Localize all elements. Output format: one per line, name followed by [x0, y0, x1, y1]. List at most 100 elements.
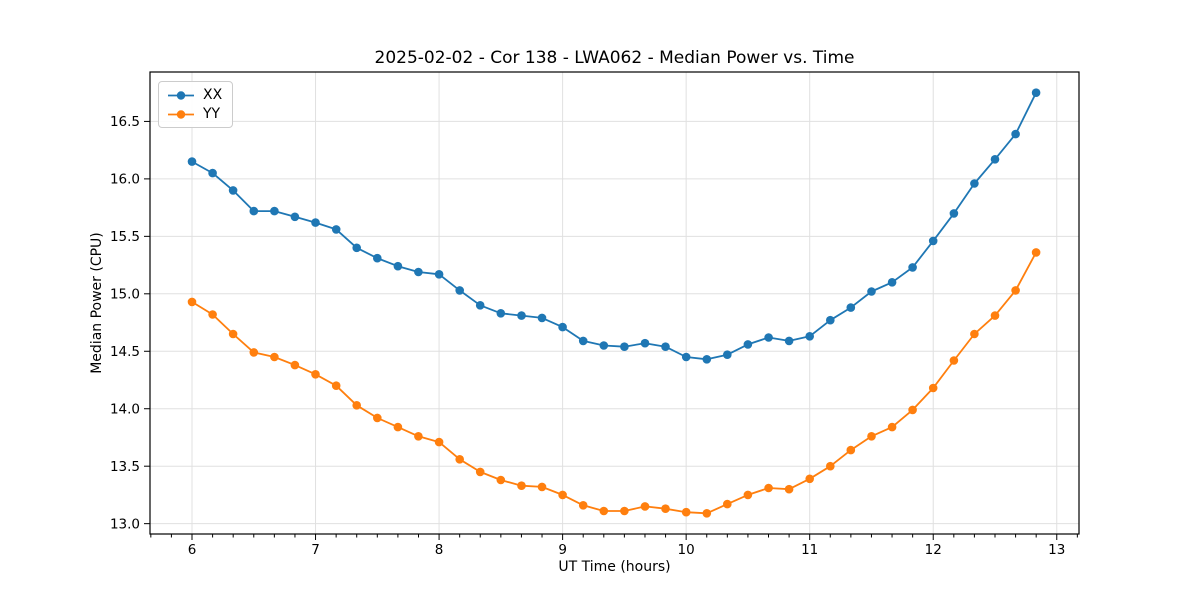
data-point-xx	[784, 336, 794, 346]
data-point-xx	[723, 350, 732, 360]
x-axis-label: UT Time (hours)	[558, 559, 671, 575]
legend-label-xx: XX	[203, 87, 223, 103]
data-point-yy	[455, 455, 465, 464]
data-point-xx	[475, 301, 485, 310]
x-tick-label: 8	[435, 542, 444, 558]
data-point-xx	[352, 243, 362, 253]
data-point-yy	[949, 356, 959, 365]
data-point-xx	[496, 309, 506, 318]
data-point-yy	[764, 483, 773, 493]
data-point-yy	[249, 348, 259, 357]
data-point-xx	[373, 253, 382, 263]
y-axis-label: Median Power (CPU)	[89, 232, 105, 374]
data-point-xx	[826, 315, 835, 325]
data-point-yy	[661, 504, 670, 513]
data-point-yy	[743, 490, 753, 500]
data-point-yy	[599, 506, 609, 516]
data-point-yy	[393, 422, 403, 432]
data-point-yy	[270, 352, 279, 362]
data-point-yy	[228, 329, 238, 339]
data-point-xx	[908, 263, 917, 272]
data-point-yy	[537, 482, 547, 492]
data-point-yy	[414, 432, 423, 441]
data-point-xx	[743, 340, 753, 349]
y-tick-label: 13.5	[110, 459, 140, 475]
data-point-xx	[887, 278, 897, 287]
data-point-xx	[1011, 129, 1020, 139]
data-point-xx	[949, 209, 959, 218]
y-axis-ticks: 13.0 13.5 14.0 14.5 15.0 15.5 16.0 16.5	[110, 114, 150, 532]
data-point-xx	[970, 179, 979, 188]
data-point-yy	[475, 467, 485, 477]
data-point-xx	[805, 332, 814, 341]
data-point-xx	[578, 336, 588, 346]
data-point-yy	[558, 490, 567, 500]
data-point-yy	[208, 310, 217, 319]
y-tick-label: 16.0	[110, 172, 140, 188]
grid-lines	[150, 72, 1079, 534]
data-point-xx	[208, 168, 217, 178]
data-point-yy	[867, 432, 876, 441]
y-tick-label: 14.0	[110, 402, 140, 418]
data-point-yy	[1031, 248, 1041, 257]
data-point-xx	[928, 236, 938, 246]
data-point-yy	[434, 437, 444, 447]
data-point-xx	[187, 157, 197, 166]
y-tick-label: 13.0	[110, 516, 140, 532]
data-point-xx	[867, 287, 876, 296]
data-point-xx	[702, 355, 712, 364]
data-point-xx	[1031, 88, 1041, 97]
data-point-xx	[228, 186, 238, 195]
data-point-xx	[661, 342, 670, 352]
data-point-yy	[517, 481, 526, 491]
data-point-yy	[1011, 286, 1020, 295]
y-tick-label: 15.5	[110, 229, 140, 245]
x-tick-label: 10	[678, 542, 695, 558]
data-point-yy	[970, 329, 979, 339]
data-point-xx	[331, 225, 341, 234]
data-point-yy	[496, 475, 506, 485]
data-point-yy	[846, 445, 856, 455]
legend-line-marker-icon-yy	[168, 109, 194, 119]
data-point-yy	[887, 422, 897, 432]
series-xx	[187, 88, 1041, 364]
data-point-yy	[352, 401, 362, 410]
x-tick-label: 7	[311, 542, 320, 558]
data-point-yy	[928, 383, 938, 393]
data-point-xx	[990, 155, 1000, 164]
data-point-yy	[723, 499, 732, 509]
data-point-xx	[681, 352, 691, 362]
x-axis-minor-ticks	[150, 534, 1078, 538]
data-point-xx	[537, 313, 547, 323]
data-point-xx	[640, 338, 650, 348]
legend: XX YY	[158, 81, 234, 128]
legend-item-yy: YY	[167, 106, 222, 122]
data-point-yy	[578, 501, 588, 510]
legend-line-marker-icon-xx	[168, 90, 194, 100]
x-tick-label: 11	[801, 542, 818, 558]
data-point-yy	[826, 461, 835, 471]
data-point-xx	[846, 303, 856, 312]
legend-item-xx: XX	[167, 87, 222, 103]
data-point-xx	[455, 286, 465, 295]
data-point-xx	[414, 267, 423, 277]
data-point-xx	[558, 322, 567, 332]
data-point-yy	[681, 507, 691, 517]
x-axis-ticks: 6 7 8 9 10 11 12 13	[188, 534, 1065, 558]
data-point-xx	[249, 206, 259, 216]
plot-frame	[149, 71, 1080, 535]
data-point-xx	[764, 333, 773, 342]
chart-title: 2025-02-02 - Cor 138 - LWA062 - Median P…	[374, 48, 855, 68]
series-yy	[187, 248, 1041, 518]
y-tick-label: 16.5	[110, 114, 140, 130]
data-point-yy	[805, 474, 814, 484]
data-point-yy	[990, 311, 1000, 320]
data-point-yy	[640, 502, 650, 511]
y-tick-label: 14.5	[110, 344, 140, 360]
x-tick-label: 6	[188, 542, 197, 558]
data-point-yy	[290, 360, 300, 370]
data-point-yy	[311, 370, 320, 379]
data-point-xx	[290, 212, 300, 222]
